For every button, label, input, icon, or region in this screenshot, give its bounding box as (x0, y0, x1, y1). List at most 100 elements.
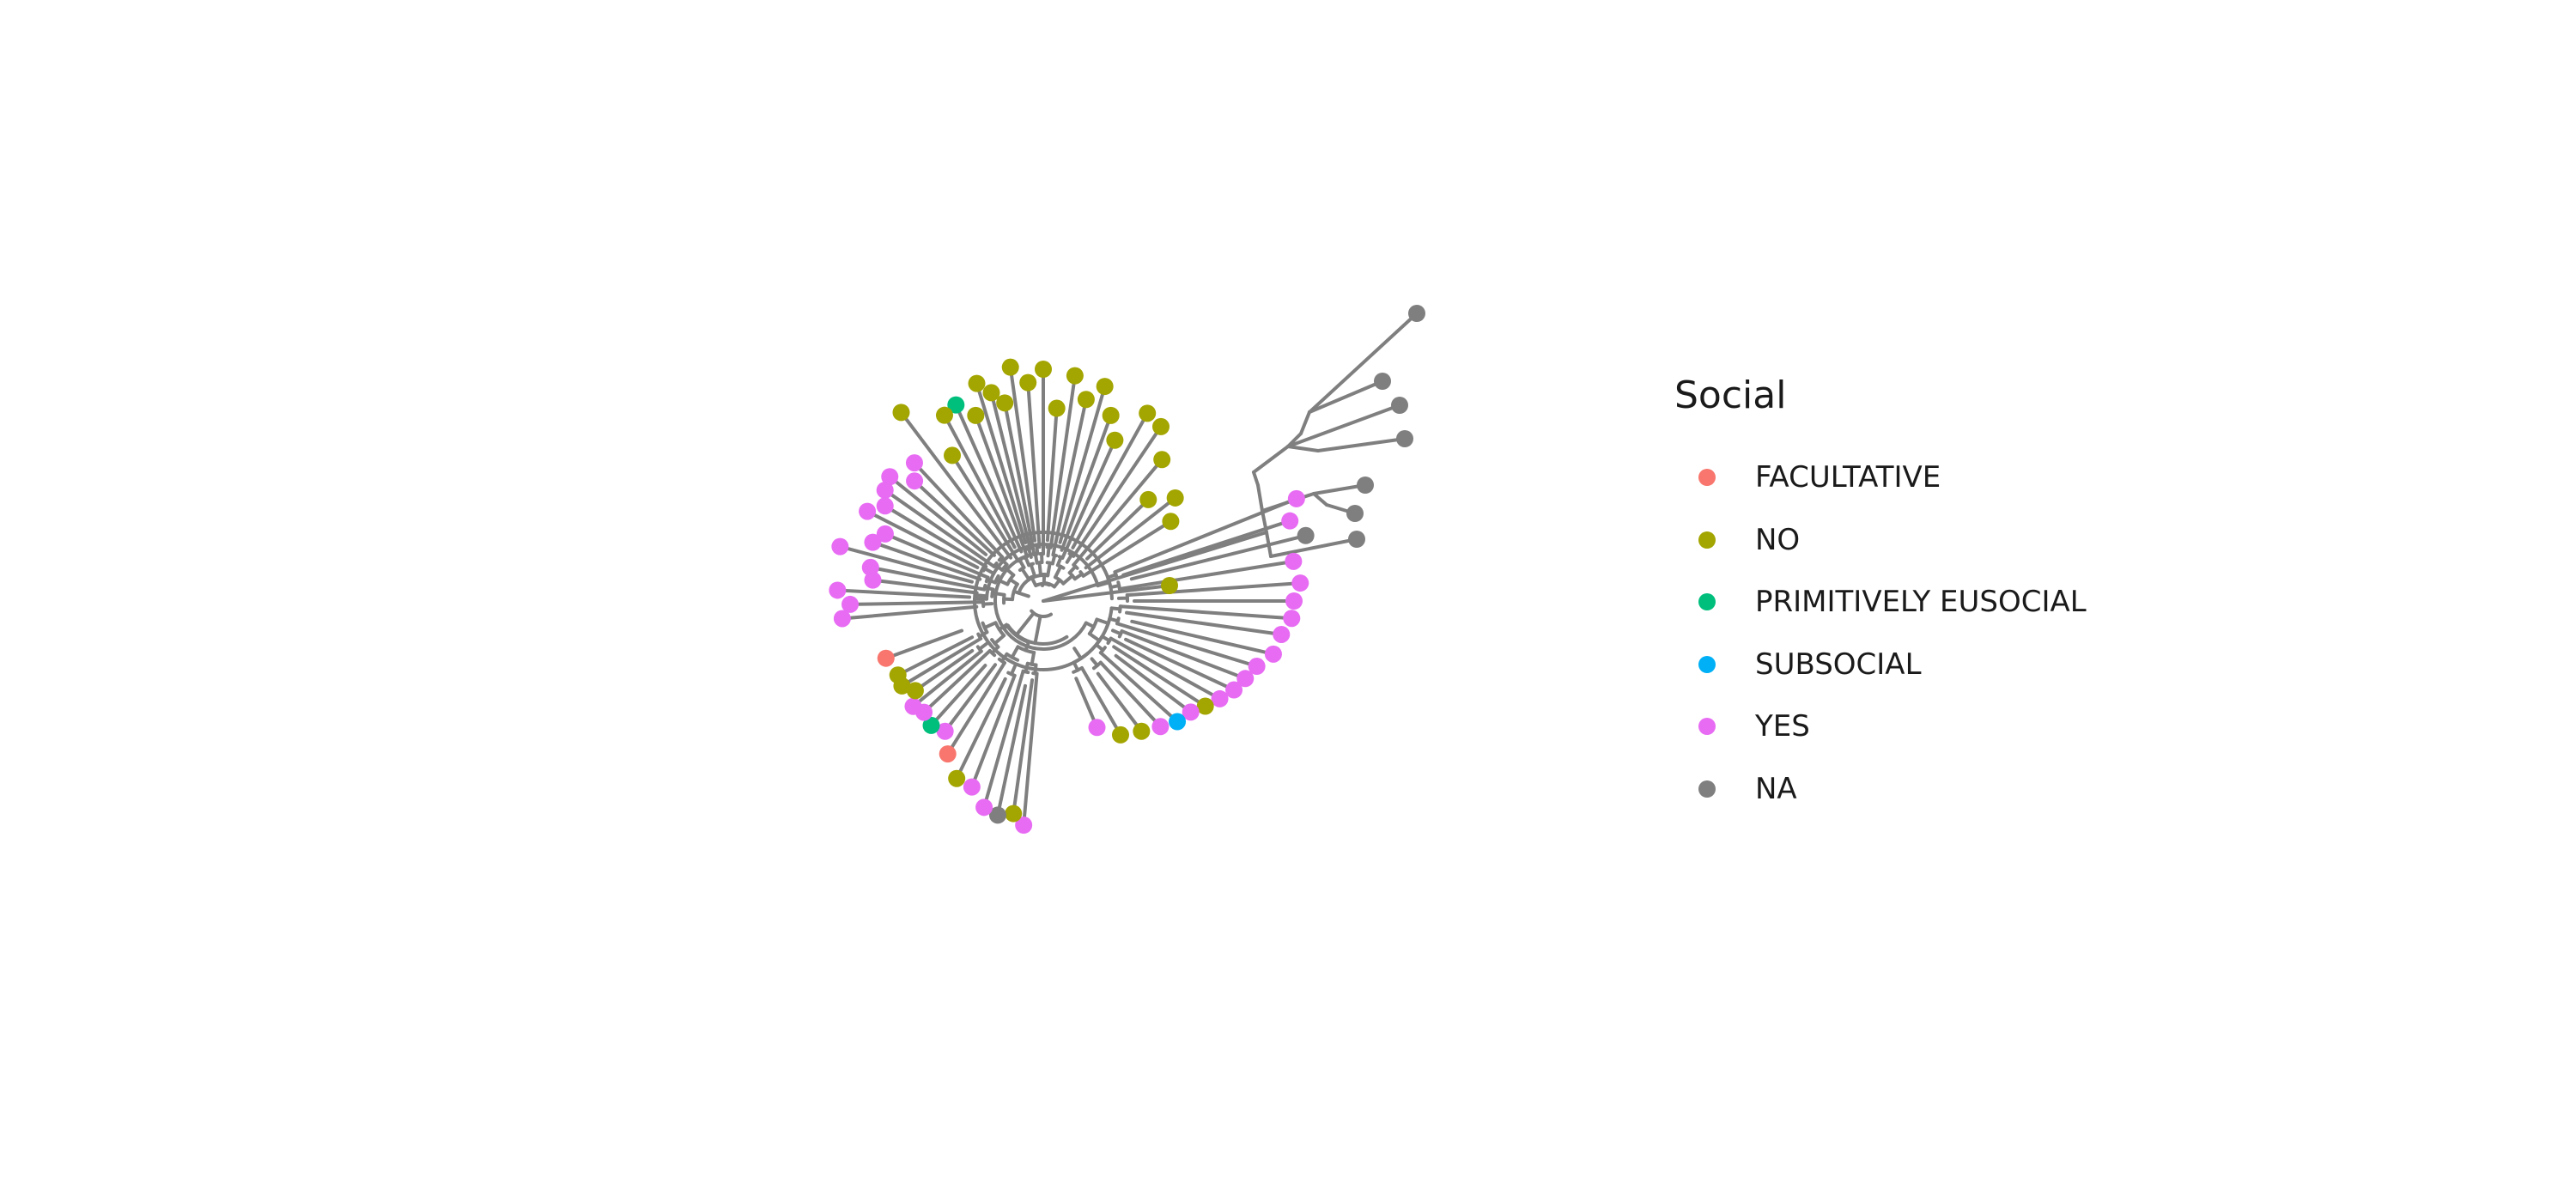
tree-branch (1045, 406, 1059, 543)
tree-branch (1081, 519, 1173, 578)
tree-tip (1139, 490, 1157, 508)
tree-tip (1102, 406, 1120, 424)
tree-branch (1046, 561, 1052, 577)
tree-branch (884, 628, 964, 660)
tree-tip (1182, 703, 1200, 721)
tree-tip (1396, 430, 1413, 447)
tree-branch (1269, 537, 1358, 558)
tree-branch (871, 578, 979, 595)
tree-branch (1252, 445, 1290, 474)
tree-branch (1030, 609, 1053, 618)
tree-tip (996, 394, 1014, 412)
legend-item: NO (1674, 509, 2087, 572)
tree-tip (1357, 477, 1374, 494)
tree-tip (906, 682, 924, 700)
legend-swatch (1698, 531, 1716, 549)
tree-tip (864, 571, 882, 589)
tree-tip (1287, 489, 1305, 507)
tree-branch (1090, 657, 1099, 668)
tree-branch (1060, 413, 1113, 552)
tree-branch (1252, 470, 1260, 487)
tree-branch (942, 413, 1017, 549)
tree-tip (948, 769, 966, 787)
tree-tip (1291, 574, 1309, 592)
tree-tip (967, 406, 985, 424)
tree-branch (1071, 411, 1150, 549)
tree-tip (876, 525, 894, 543)
tree-branch (1051, 398, 1088, 557)
tree-branch (1299, 410, 1311, 435)
tree-branch (1261, 492, 1315, 513)
legend-item: SUBSOCIAL (1674, 634, 2087, 696)
tree-branch (1030, 651, 1036, 666)
tree-tip (876, 481, 894, 499)
tree-branch (955, 677, 1007, 780)
legend-label: FACULTATIVE (1755, 460, 1941, 495)
tree-branch (1118, 604, 1294, 621)
tree-branch (1042, 531, 1268, 603)
tree-branch (1115, 622, 1259, 669)
tree-branch (995, 683, 1028, 817)
legend-swatch (1698, 593, 1716, 611)
tree-tip (1153, 451, 1171, 469)
tree-tip (833, 610, 851, 628)
tree-branch (1074, 677, 1099, 730)
tree-tip (1225, 681, 1243, 699)
tree-tip (1112, 725, 1129, 744)
legend-swatch (1698, 780, 1716, 798)
tree-tip (1374, 373, 1391, 390)
tree-branch (975, 381, 1028, 545)
legend-swatch (1698, 469, 1716, 487)
tree-tip (1001, 358, 1019, 376)
tree-branch (896, 635, 975, 677)
tree-tip (906, 472, 924, 490)
tree-tip (963, 778, 981, 796)
tree-branch (838, 544, 974, 584)
tree-branch (883, 531, 990, 580)
tree-tip (1236, 670, 1255, 688)
tree-branch (899, 410, 1013, 560)
tree-branch (1046, 545, 1051, 558)
tree-branch (1316, 437, 1406, 452)
tree-branch (1065, 553, 1073, 564)
tree-branch (868, 565, 987, 592)
tree-tip (892, 404, 910, 422)
tree-tip (1297, 526, 1315, 544)
tree-tip (1106, 431, 1124, 449)
legend-swatch (1698, 718, 1716, 736)
tree-tip (889, 666, 907, 684)
tree-tip (1151, 718, 1170, 736)
tree-branch (883, 488, 996, 568)
tree-branch (1098, 660, 1163, 729)
tree-branch (1003, 401, 1036, 557)
tree-branch (1308, 379, 1384, 414)
tree-branch (1286, 404, 1401, 448)
tree-tip (922, 716, 940, 734)
tree-branch (1308, 312, 1419, 414)
tree-tip (982, 384, 1000, 402)
tree-tip (1196, 697, 1214, 715)
tree-branch (1017, 574, 1050, 594)
tree-tip (1285, 552, 1303, 570)
tree-tip (1161, 577, 1178, 594)
tree-tip (1005, 804, 1023, 823)
tree-branch (835, 588, 972, 599)
tree-branch (1312, 492, 1328, 507)
tree-tip (1077, 391, 1095, 409)
tree-tip (841, 595, 860, 613)
tree-tip (1166, 489, 1184, 507)
tree-tip (1248, 658, 1266, 676)
tree-tip (988, 806, 1006, 824)
tree-branch (913, 479, 996, 557)
legend-item: NA (1674, 758, 2087, 821)
tree-branch (883, 504, 988, 568)
tree-branch (1261, 509, 1268, 534)
tree-branch (1125, 581, 1303, 598)
legend-label: YES (1755, 709, 1810, 744)
tree-tip (1391, 397, 1408, 414)
tree-branch (975, 593, 987, 598)
tree-branch (1008, 365, 1037, 543)
tree-tip (1048, 399, 1066, 417)
legend-label: SUBSOCIAL (1755, 647, 1922, 682)
tree-branch (912, 461, 1005, 559)
